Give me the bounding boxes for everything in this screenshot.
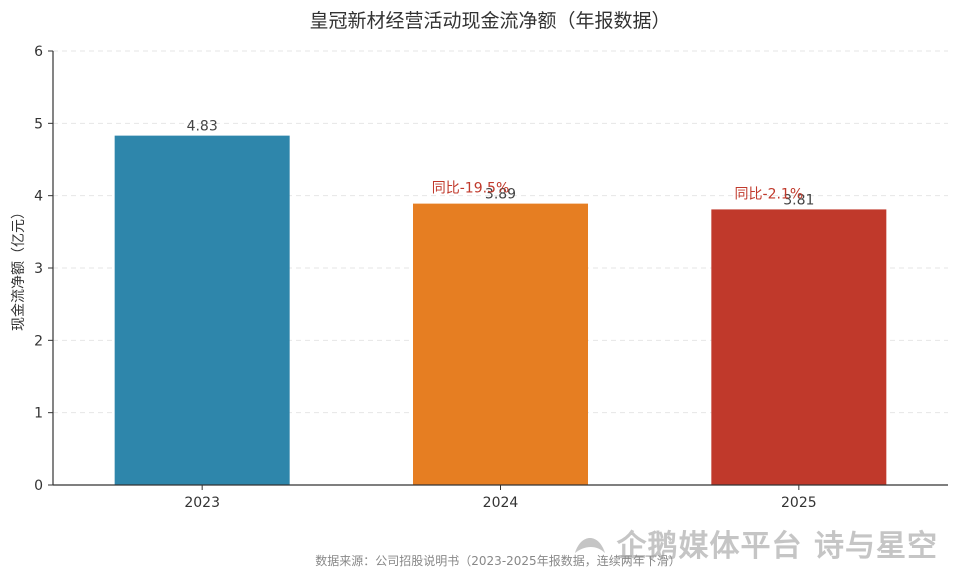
y-tick-label: 3 <box>34 261 43 277</box>
bar-value-label: 3.89 <box>485 187 516 203</box>
x-tick-label: 2024 <box>483 495 519 511</box>
chart-title: 皇冠新材经营活动现金流净额（年报数据） <box>309 10 670 32</box>
y-tick-label: 0 <box>34 478 43 494</box>
bar-2025 <box>711 209 887 485</box>
y-tick-label: 4 <box>34 189 43 205</box>
bar-value-label: 3.81 <box>783 192 814 208</box>
y-tick-label: 1 <box>34 406 43 422</box>
bar-2023 <box>114 135 290 485</box>
bar-value-label: 4.83 <box>187 119 218 135</box>
yoy-annotation: 同比-19.5% <box>432 181 510 197</box>
x-tick-label: 2025 <box>781 495 817 511</box>
x-tick-label: 2023 <box>184 495 220 511</box>
y-tick-label: 6 <box>34 44 43 60</box>
source-note: 数据来源：公司招股说明书（2023-2025年报数据，连续两年下滑） <box>315 553 680 568</box>
y-tick-label: 5 <box>34 116 43 132</box>
y-tick-label: 2 <box>34 333 43 349</box>
y-axis-label: 现金流净额（亿元） <box>11 205 27 331</box>
bar-2024 <box>413 203 588 485</box>
yoy-annotation: 同比-2.1% <box>735 186 804 202</box>
